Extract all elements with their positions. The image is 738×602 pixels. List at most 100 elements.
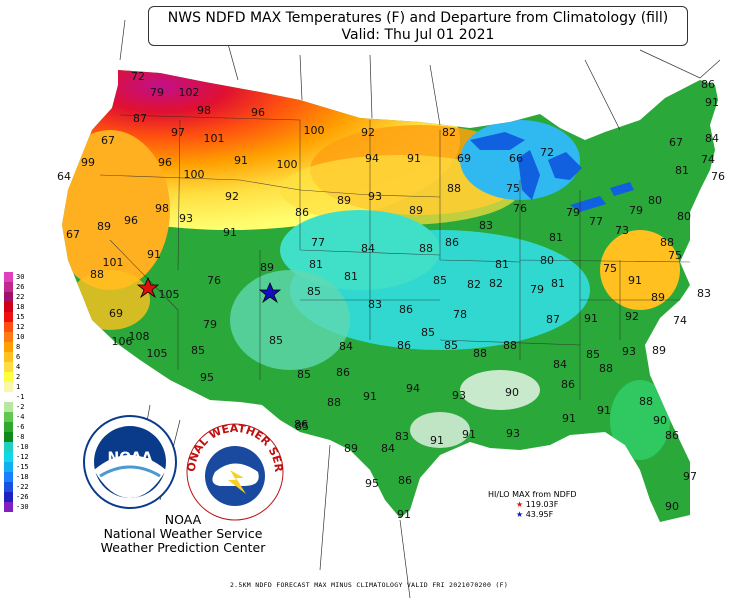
map-title: NWS NDFD MAX Temperatures (F) and Depart… [148,6,688,46]
temperature-label: 91 [407,152,421,165]
legend-swatch [4,342,13,352]
agency-credits: NOAA National Weather Service Weather Pr… [98,513,268,555]
temperature-label: 79 [530,283,544,296]
hi-star-icon [136,276,160,299]
temperature-label: 85 [297,368,311,381]
temperature-label: 85 [269,334,283,347]
legend-swatch [4,312,13,322]
temperature-label: 105 [159,288,180,301]
temperature-label: 72 [540,146,554,159]
temperature-label: 79 [203,318,217,331]
legend-swatch [4,322,13,332]
temperature-label: 86 [295,206,309,219]
temperature-label: 75 [506,182,520,195]
legend-swatch [4,462,13,472]
legend-label: -30 [16,503,29,511]
temperature-label: 91 [234,154,248,167]
temperature-label: 82 [489,277,503,290]
temperature-label: 92 [225,190,239,203]
temperature-label: 90 [505,386,519,399]
temperature-label: 77 [311,236,325,249]
temperature-label: 86 [294,418,308,431]
temperature-label: 82 [442,126,456,139]
temperature-label: 101 [204,132,225,145]
temperature-label: 89 [260,261,274,274]
temperature-label: 88 [90,268,104,281]
temperature-label: 85 [295,420,309,433]
temperature-label: 86 [665,429,679,442]
temperature-label: 83 [368,298,382,311]
temperature-label: 100 [277,158,298,171]
legend-label: 15 [16,313,25,321]
legend-label: 26 [16,283,25,291]
legend-label: 12 [16,323,25,331]
temperature-label: 69 [109,307,123,320]
temperature-label: 91 [397,508,411,521]
temperature-label: 91 [584,312,598,325]
temperature-label: 74 [701,153,715,166]
temperature-label: 73 [615,224,629,237]
temperature-label: 91 [223,226,237,239]
temperature-label: 83 [395,430,409,443]
legend-label: -1 [16,393,25,401]
temperature-label: 93 [622,345,636,358]
temperature-label: 88 [419,242,433,255]
temperature-label: 98 [197,104,211,117]
map-title-line2: Valid: Thu Jul 01 2021 [341,27,495,43]
temperature-label: 85 [307,285,321,298]
temperature-label: 79 [566,206,580,219]
temperature-label: 86 [336,366,350,379]
temperature-label: 91 [462,428,476,441]
temperature-label: 86 [399,303,413,316]
temperature-label: 80 [540,254,554,267]
legend-swatch [4,292,13,302]
legend-label: -4 [16,413,25,421]
temperature-label: 91 [430,434,444,447]
legend-swatch [4,352,13,362]
legend-label: 22 [16,293,25,301]
temperature-label: 87 [133,112,147,125]
temperature-label: 83 [697,287,711,300]
legend-label: -18 [16,473,29,481]
temperature-label: 85 [421,326,435,339]
map-title-line1: NWS NDFD MAX Temperatures (F) and Depart… [167,10,669,26]
hi-star-legend-icon: ★ [516,500,524,509]
temperature-label: 105 [147,347,168,360]
temperature-label: 97 [171,126,185,139]
legend-swatch [4,482,13,492]
legend-label: 4 [16,363,21,371]
legend-label: -26 [16,493,29,501]
temperature-label: 89 [97,220,111,233]
temperature-label: 91 [597,404,611,417]
temperature-label: 86 [701,78,715,91]
temperature-label: 100 [304,124,325,137]
temperature-label: 74 [673,314,687,327]
legend-label: -22 [16,483,29,491]
legend-swatch [4,332,13,342]
temperature-label: 93 [452,389,466,402]
legend-swatch [4,382,13,392]
temperature-label: 90 [653,414,667,427]
temperature-label: 77 [589,215,603,228]
temperature-label: 83 [479,219,493,232]
hilo-title: HI/LO MAX from NDFD [488,490,577,499]
credits-line2: National Weather Service [103,526,263,541]
hilo-box: HI/LO MAX from NDFD ★ 119.03F ★ 43.95F [488,490,577,520]
temperature-label: 86 [398,474,412,487]
color-legend-labels: 30 26 22 18 15 12 10 8 6 4 2 1 -1 -2 -4 -6 -8 -10 -12 -15 -1… [16,272,29,512]
temperature-label: 66 [509,152,523,165]
temperature-label: 91 [628,274,642,287]
legend-label: 30 [16,273,25,281]
temperature-label: 96 [251,106,265,119]
temperature-label: 106 [112,335,133,348]
hilo-lo-row: ★ 43.95F [488,510,577,520]
temperature-label: 82 [467,278,481,291]
temperature-label: 90 [665,500,679,513]
temperature-label: 89 [651,291,665,304]
legend-label: 18 [16,303,25,311]
legend-swatch [4,372,13,382]
legend-label: 8 [16,343,21,351]
legend-label: -15 [16,463,29,471]
